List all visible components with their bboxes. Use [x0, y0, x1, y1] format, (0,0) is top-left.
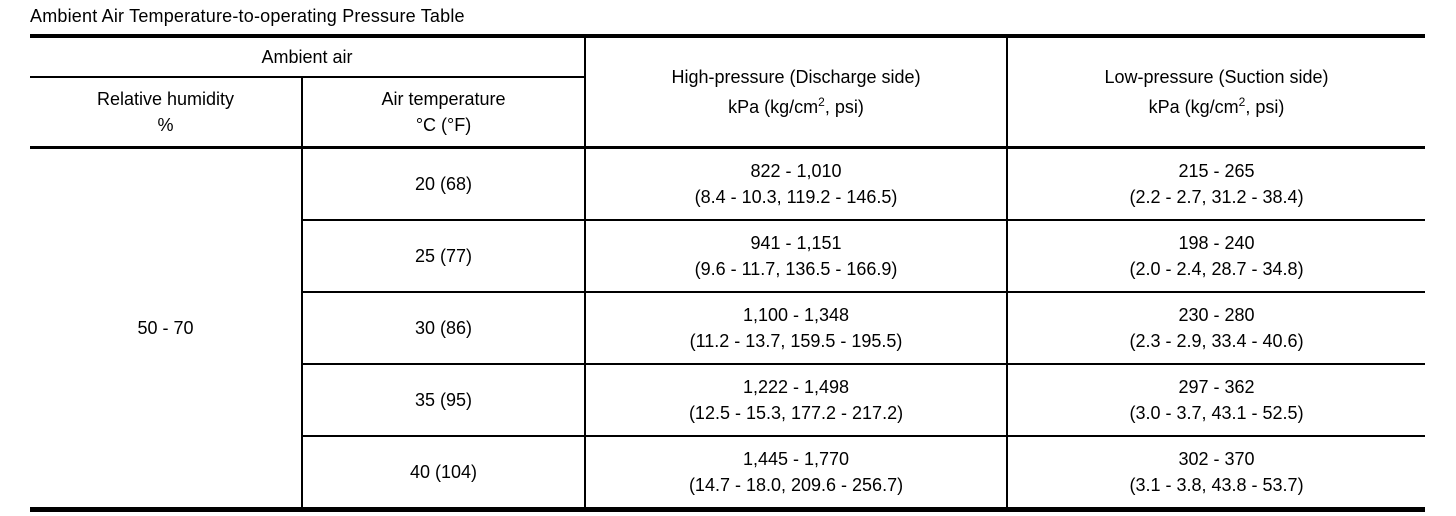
high-detail-range: (12.5 - 15.3, 177.2 - 217.2): [688, 403, 904, 423]
unit-superscript: 2: [1238, 95, 1246, 109]
table-row: 30 (86) 1,100 - 1,348 (11.2 - 13.7, 159.…: [30, 292, 1426, 365]
header-row-2: Relative humidity % Air temperature °C (…: [30, 77, 1425, 149]
cell-high-pressure: 1,222 - 1,498 (12.5 - 15.3, 177.2 - 217.…: [584, 364, 1008, 437]
cell-high-pressure: 1,100 - 1,348 (11.2 - 13.7, 159.5 - 195.…: [584, 292, 1008, 365]
table-row: 40 (104) 1,445 - 1,770 (14.7 - 18.0, 209…: [30, 436, 1426, 510]
header-ambient-air-label: Ambient air: [261, 46, 353, 67]
low-detail-range: (3.1 - 3.8, 43.8 - 53.7): [1129, 475, 1304, 495]
air-temp-value: 40 (104): [409, 461, 478, 482]
high-detail-range: (14.7 - 18.0, 209.6 - 256.7): [688, 475, 904, 495]
high-detail-range: (8.4 - 10.3, 119.2 - 146.5): [694, 187, 898, 207]
relative-humidity-label: Relative humidity: [96, 88, 235, 109]
relative-humidity-value: 50 - 70: [137, 317, 194, 338]
high-detail-range: (11.2 - 13.7, 159.5 - 195.5): [689, 331, 903, 351]
cell-high-pressure: 1,445 - 1,770 (14.7 - 18.0, 209.6 - 256.…: [584, 436, 1008, 510]
header-relative-humidity: Relative humidity %: [30, 77, 302, 149]
air-temperature-unit: °C (°F): [415, 115, 472, 135]
ambient-air-pressure-table: Ambient air High-pressure (Discharge sid…: [30, 34, 1426, 512]
table-row: 25 (77) 941 - 1,151 (9.6 - 11.7, 136.5 -…: [30, 220, 1426, 293]
cell-high-pressure: 822 - 1,010 (8.4 - 10.3, 119.2 - 146.5): [584, 147, 1008, 221]
cell-air-temp: 35 (95): [300, 364, 586, 437]
unit-prefix: kPa (kg/cm: [728, 97, 819, 117]
high-kpa-range: 1,222 - 1,498: [742, 376, 850, 397]
cell-low-pressure: 297 - 362 (3.0 - 3.7, 43.1 - 52.5): [1006, 364, 1426, 437]
low-kpa-range: 215 - 265: [1178, 160, 1255, 181]
high-pressure-unit: kPa (kg/cm2, psi): [586, 94, 1006, 120]
air-temperature-label: Air temperature: [381, 88, 506, 109]
low-detail-range: (2.3 - 2.9, 33.4 - 40.6): [1129, 331, 1304, 351]
cell-low-pressure: 302 - 370 (3.1 - 3.8, 43.8 - 53.7): [1006, 436, 1426, 510]
air-temp-value: 20 (68): [414, 173, 473, 194]
header-row-1: Ambient air High-pressure (Discharge sid…: [30, 36, 1426, 149]
header-ambient-air: Ambient air: [30, 36, 586, 78]
cell-air-temp: 20 (68): [300, 147, 586, 221]
low-detail-range: (3.0 - 3.7, 43.1 - 52.5): [1129, 403, 1304, 423]
table-row: 35 (95) 1,222 - 1,498 (12.5 - 15.3, 177.…: [30, 364, 1426, 437]
air-temp-value: 30 (86): [414, 317, 473, 338]
cell-air-temp: 25 (77): [300, 220, 586, 293]
high-detail-range: (9.6 - 11.7, 136.5 - 166.9): [694, 259, 898, 279]
cell-relative-humidity: 50 - 70: [30, 147, 303, 510]
page-title: Ambient Air Temperature-to-operating Pre…: [30, 6, 465, 26]
low-kpa-range: 297 - 362: [1178, 376, 1255, 397]
high-kpa-range: 1,100 - 1,348: [742, 304, 850, 325]
high-kpa-range: 822 - 1,010: [750, 160, 842, 181]
low-pressure-unit: kPa (kg/cm2, psi): [1008, 94, 1425, 120]
table-row: 50 - 70 20 (68) 822 - 1,010 (8.4 - 10.3,…: [30, 147, 1426, 510]
unit-suffix: , psi): [824, 97, 864, 117]
header-air-temperature: Air temperature °C (°F): [300, 77, 586, 149]
air-temp-value: 35 (95): [414, 389, 473, 410]
cell-high-pressure: 941 - 1,151 (9.6 - 11.7, 136.5 - 166.9): [584, 220, 1008, 293]
low-kpa-range: 230 - 280: [1178, 304, 1255, 325]
cell-low-pressure: 215 - 265 (2.2 - 2.7, 31.2 - 38.4): [1006, 147, 1426, 221]
cell-air-temp: 40 (104): [300, 436, 586, 510]
relative-humidity-unit: %: [157, 115, 174, 135]
low-kpa-range: 198 - 240: [1178, 232, 1255, 253]
unit-superscript: 2: [818, 95, 825, 109]
air-temp-value: 25 (77): [414, 245, 473, 266]
unit-suffix: , psi): [1245, 97, 1285, 117]
low-detail-range: (2.0 - 2.4, 28.7 - 34.8): [1129, 259, 1304, 279]
header-high-pressure: High-pressure (Discharge side) kPa (kg/c…: [584, 36, 1008, 149]
high-kpa-range: 1,445 - 1,770: [742, 448, 850, 469]
cell-low-pressure: 230 - 280 (2.3 - 2.9, 33.4 - 40.6): [1006, 292, 1426, 365]
unit-prefix: kPa (kg/cm: [1148, 97, 1239, 117]
header-low-pressure: Low-pressure (Suction side) kPa (kg/cm2,…: [1006, 36, 1426, 149]
low-pressure-title: Low-pressure (Suction side): [1104, 66, 1329, 87]
low-kpa-range: 302 - 370: [1178, 448, 1255, 469]
low-detail-range: (2.2 - 2.7, 31.2 - 38.4): [1129, 187, 1304, 207]
high-kpa-range: 941 - 1,151: [750, 232, 842, 253]
high-pressure-title: High-pressure (Discharge side): [671, 66, 921, 87]
cell-low-pressure: 198 - 240 (2.0 - 2.4, 28.7 - 34.8): [1006, 220, 1426, 293]
cell-air-temp: 30 (86): [300, 292, 586, 365]
